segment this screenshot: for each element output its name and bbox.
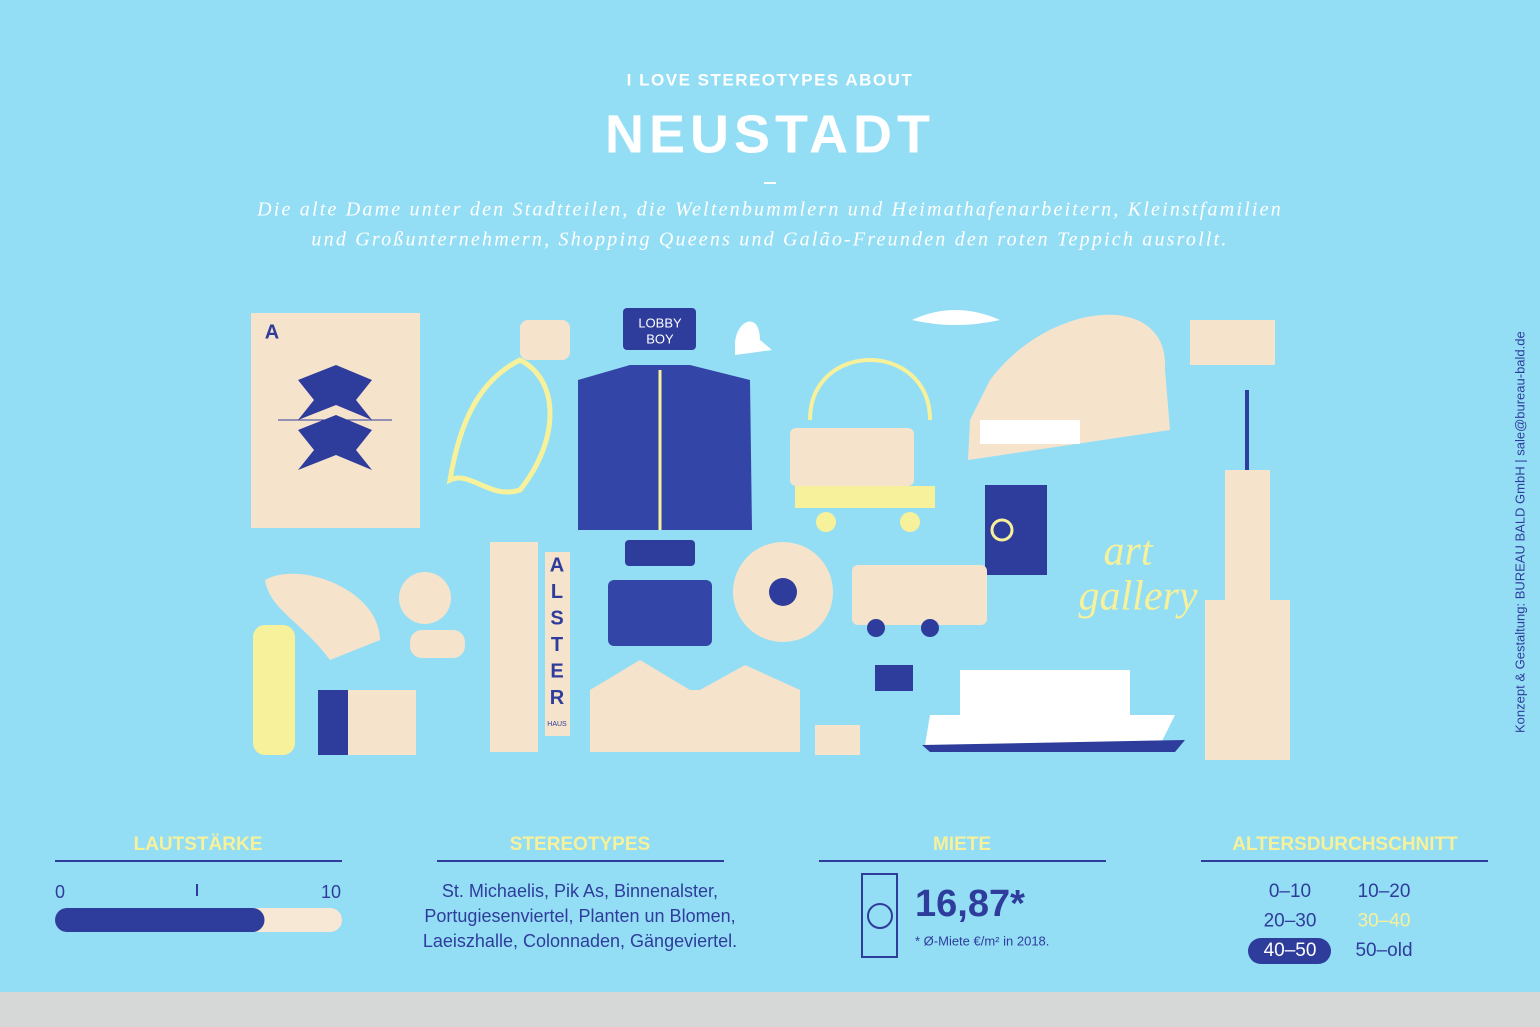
euro-icon — [867, 903, 893, 929]
keys — [980, 420, 1080, 444]
alster-small: HAUS — [547, 721, 567, 728]
lobby-text: LOBBY — [638, 315, 682, 330]
steak — [410, 630, 465, 658]
trolley-base — [795, 486, 935, 508]
ruler — [490, 542, 538, 752]
handbag — [608, 580, 712, 646]
roofs — [590, 660, 800, 690]
cards — [625, 540, 695, 566]
wheel — [816, 512, 836, 532]
ship-hull — [922, 740, 1185, 752]
age-group: 30–40 — [1358, 911, 1411, 932]
stereotypes: STEREOTYPES St. Michaelis, Pik As, Binne… — [423, 834, 737, 951]
card-rank: A — [265, 321, 279, 343]
bottle — [253, 625, 295, 755]
neon-text: gallery — [1079, 574, 1198, 620]
swan — [735, 321, 772, 355]
age-group: 10–20 — [1358, 881, 1411, 902]
tower-base — [1205, 600, 1290, 760]
tower — [1225, 470, 1270, 600]
description: Die alte Dame unter den Stadtteilen, die… — [256, 199, 1283, 221]
rent-note: * Ø-Miete €/m² in 2018. — [915, 933, 1049, 948]
truck — [852, 565, 987, 625]
court — [1190, 320, 1275, 365]
age-group: 20–30 — [1264, 911, 1317, 932]
alster-letter: S — [550, 607, 563, 629]
lobby-text: BOY — [646, 331, 674, 346]
ship-deck — [960, 670, 1130, 715]
stereotype-line: Laeiszhalle, Colonnaden, Gängeviertel. — [423, 931, 737, 951]
wheel — [921, 619, 939, 637]
age-group: 50–old — [1355, 940, 1412, 961]
loudness-bar — [55, 908, 265, 932]
kicker: I LOVE STEREOTYPES ABOUT — [627, 70, 914, 89]
loudness: LAUTSTÄRKE 0 10 — [55, 834, 342, 932]
alster-letter: R — [550, 687, 565, 709]
card-figure — [298, 365, 372, 470]
ballot-box — [815, 725, 860, 755]
jacket — [578, 365, 752, 530]
trolley-arch — [808, 358, 932, 421]
section-title: ALTERSDURCHSCHNITT — [1232, 834, 1458, 855]
scale-max: 10 — [321, 882, 341, 902]
alster-sign — [545, 552, 570, 736]
alster-letter: E — [550, 660, 563, 682]
scale-min: 0 — [55, 882, 65, 902]
age-group: 0–10 — [1269, 881, 1311, 902]
section-title: LAUTSTÄRKE — [134, 834, 263, 855]
wheel — [867, 619, 885, 637]
seagull — [912, 310, 1000, 325]
age: ALTERSDURCHSCHNITT 0–10 10–20 20–30 30–40 40… — [1201, 834, 1488, 964]
section-title: MIETE — [933, 834, 991, 855]
title: NEUSTADT — [605, 104, 935, 164]
section-title: STEREOTYPES — [510, 834, 650, 855]
tin-band — [318, 690, 348, 755]
credit: Konzept & Gestaltung: BUREAU BALD GmbH |… — [1512, 331, 1527, 733]
age-group: 40–50 — [1264, 940, 1317, 961]
camel — [520, 320, 570, 360]
ham — [399, 572, 451, 624]
safe — [985, 485, 1047, 575]
description: und Großunternehmern, Shopping Queens un… — [311, 229, 1228, 251]
lobby-sign — [623, 308, 696, 350]
dial-center — [769, 578, 797, 606]
monstera — [446, 357, 553, 495]
box — [875, 665, 913, 691]
rent-icon — [861, 873, 898, 958]
alster-letter: L — [551, 581, 563, 603]
stereotype-line: Portugiesenviertel, Planten un Blomen, — [424, 906, 735, 926]
age-pill — [1248, 938, 1331, 964]
shrimp — [265, 573, 380, 660]
safe-dial — [990, 518, 1014, 542]
stereotype-line: St. Michaelis, Pik As, Binnenalster, — [442, 881, 718, 901]
suitcase — [790, 428, 914, 486]
rent: MIETE 16,87* * Ø-Miete €/m² in 2018. — [819, 834, 1106, 958]
alster-letter: A — [550, 554, 564, 576]
neon-text: art — [1103, 529, 1153, 575]
shadow — [0, 990, 1540, 1027]
rent-value: 16,87* — [915, 883, 1025, 925]
houses — [590, 690, 800, 752]
alster-letter: T — [551, 634, 563, 656]
ship — [925, 715, 1175, 745]
wheel — [900, 512, 920, 532]
